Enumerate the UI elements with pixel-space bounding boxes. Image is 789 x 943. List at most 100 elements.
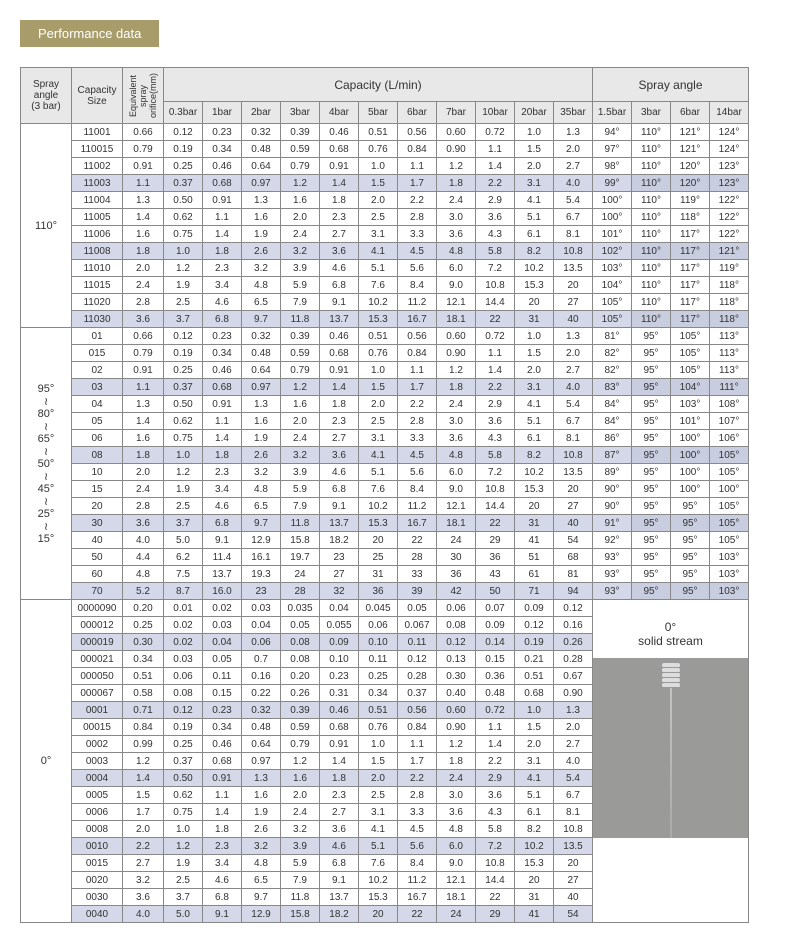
orifice-value: 3.6 (123, 515, 164, 532)
capacity-value: 2.6 (242, 821, 281, 838)
angle-value: 105° (671, 362, 710, 379)
capacity-value: 0.045 (359, 600, 398, 617)
angle-value: 124° (710, 124, 749, 141)
capacity-value: 7.9 (281, 294, 320, 311)
capacity-value: 0.48 (242, 141, 281, 158)
capacity-size: 0010 (72, 838, 123, 855)
capacity-value: 0.79 (281, 362, 320, 379)
capacity-value: 0.75 (164, 430, 203, 447)
capacity-value: 8.4 (398, 481, 437, 498)
capacity-value: 9.1 (203, 906, 242, 923)
capacity-value: 0.64 (242, 158, 281, 175)
angle-value: 95° (632, 345, 671, 362)
angle-value: 118° (671, 209, 710, 226)
angle-value: 101° (671, 413, 710, 430)
capacity-value: 0.50 (164, 396, 203, 413)
capacity-value: 36 (359, 583, 398, 600)
orifice-value: 1.3 (123, 396, 164, 413)
capacity-value: 0.21 (515, 651, 554, 668)
capacity-value: 5.0 (164, 532, 203, 549)
capacity-value: 1.5 (359, 175, 398, 192)
capacity-value: 1.1 (203, 413, 242, 430)
capacity-value: 54 (554, 906, 593, 923)
capacity-value: 11.2 (398, 294, 437, 311)
angle-value: 95° (671, 515, 710, 532)
col-sub: 6bar (671, 102, 710, 124)
col-sub: 20bar (515, 102, 554, 124)
capacity-value: 1.8 (320, 192, 359, 209)
capacity-size: 000050 (72, 668, 123, 685)
angle-value: 110° (632, 260, 671, 277)
capacity-value: 1.8 (203, 243, 242, 260)
capacity-value: 5.1 (359, 838, 398, 855)
capacity-value: 15.3 (515, 855, 554, 872)
capacity-value: 0.40 (437, 685, 476, 702)
capacity-value: 6.1 (515, 430, 554, 447)
capacity-value: 1.2 (164, 838, 203, 855)
capacity-value: 0.19 (164, 719, 203, 736)
capacity-size: 110015 (72, 141, 123, 158)
capacity-value: 0.56 (398, 702, 437, 719)
capacity-value: 2.0 (515, 736, 554, 753)
capacity-value: 0.28 (398, 668, 437, 685)
capacity-value: 3.7 (164, 311, 203, 328)
capacity-value: 1.2 (281, 753, 320, 770)
capacity-value: 0.76 (359, 719, 398, 736)
capacity-size: 30 (72, 515, 123, 532)
capacity-value: 10.2 (359, 872, 398, 889)
capacity-value: 0.23 (203, 702, 242, 719)
capacity-value: 0.03 (203, 617, 242, 634)
capacity-value: 20 (359, 532, 398, 549)
capacity-value: 1.5 (515, 345, 554, 362)
capacity-value: 3.3 (398, 226, 437, 243)
capacity-size: 11020 (72, 294, 123, 311)
angle-value: 83° (593, 379, 632, 396)
capacity-value: 12.1 (437, 294, 476, 311)
capacity-value: 13.5 (554, 838, 593, 855)
angle-value: 105° (593, 294, 632, 311)
capacity-value: 3.3 (398, 804, 437, 821)
capacity-value: 11.4 (203, 549, 242, 566)
capacity-value: 2.4 (281, 804, 320, 821)
capacity-value: 14.4 (476, 498, 515, 515)
capacity-value: 0.06 (164, 668, 203, 685)
capacity-value: 0.23 (203, 328, 242, 345)
angle-value: 122° (710, 209, 749, 226)
capacity-value: 41 (515, 532, 554, 549)
capacity-value: 1.1 (398, 736, 437, 753)
capacity-size: 0020 (72, 872, 123, 889)
capacity-value: 6.8 (320, 855, 359, 872)
capacity-value: 0.23 (320, 668, 359, 685)
capacity-value: 20 (554, 481, 593, 498)
capacity-value: 2.6 (242, 243, 281, 260)
capacity-value: 3.6 (476, 413, 515, 430)
capacity-size: 0008 (72, 821, 123, 838)
capacity-value: 13.7 (320, 515, 359, 532)
capacity-value: 1.0 (164, 243, 203, 260)
capacity-value: 4.1 (515, 396, 554, 413)
capacity-value: 30 (437, 549, 476, 566)
capacity-value: 0.12 (437, 634, 476, 651)
capacity-value: 12.9 (242, 532, 281, 549)
capacity-value: 16.7 (398, 889, 437, 906)
capacity-value: 1.3 (554, 702, 593, 719)
capacity-value: 3.1 (359, 226, 398, 243)
angle-value: 105° (710, 447, 749, 464)
capacity-value: 2.5 (359, 787, 398, 804)
angle-value: 93° (593, 583, 632, 600)
capacity-value: 1.9 (242, 804, 281, 821)
section-title: Performance data (20, 20, 159, 47)
angle-value: 95° (671, 566, 710, 583)
orifice-value: 0.99 (123, 736, 164, 753)
capacity-value: 1.4 (203, 430, 242, 447)
angle-value: 103° (593, 260, 632, 277)
capacity-value: 7.2 (476, 464, 515, 481)
capacity-value: 2.4 (437, 396, 476, 413)
angle-value: 95° (671, 549, 710, 566)
col-sub: 1bar (203, 102, 242, 124)
angle-value: 110° (632, 141, 671, 158)
capacity-value: 0.05 (281, 617, 320, 634)
orifice-value: 0.71 (123, 702, 164, 719)
capacity-value: 5.1 (515, 413, 554, 430)
capacity-value: 0.25 (164, 736, 203, 753)
